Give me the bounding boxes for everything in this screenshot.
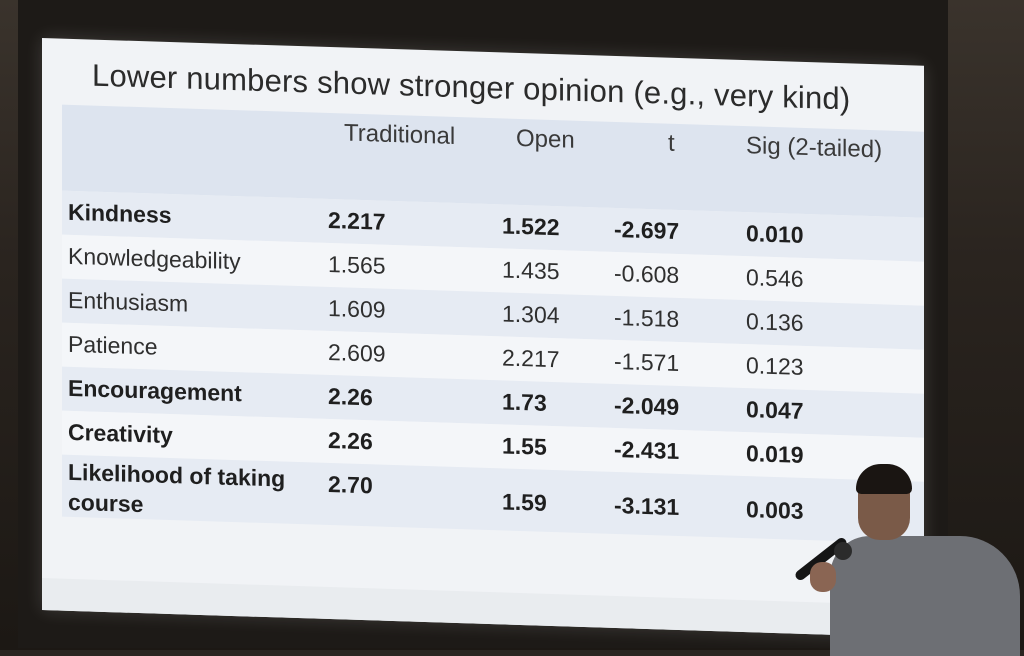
row-t: -2.431	[614, 435, 680, 465]
presenter	[790, 462, 1024, 656]
row-traditional: 2.217	[328, 206, 386, 235]
row-open: 1.55	[502, 432, 547, 460]
presenter-shirt	[830, 536, 1020, 656]
row-sig: 0.047	[746, 396, 804, 424]
row-traditional: 2.26	[328, 426, 373, 455]
header-open: Open	[516, 124, 575, 154]
row-sig: 0.123	[746, 352, 804, 380]
row-traditional: 2.70	[328, 470, 373, 499]
presenter-hair	[856, 464, 912, 494]
row-t: -2.049	[614, 391, 680, 421]
row-t: -3.131	[614, 491, 680, 521]
row-traditional: 1.565	[328, 250, 386, 279]
row-label: Creativity	[68, 418, 173, 449]
row-traditional: 2.26	[328, 382, 373, 411]
row-label: Likelihood of taking course	[68, 458, 286, 518]
row-label: Knowledgeability	[68, 242, 241, 275]
row-t: -2.697	[614, 215, 680, 245]
row-label: Patience	[68, 330, 158, 360]
row-open: 1.522	[502, 212, 560, 241]
row-t: -0.608	[614, 259, 680, 289]
row-label: Encouragement	[68, 374, 242, 407]
row-t: -1.571	[614, 347, 680, 377]
row-t: -1.518	[614, 303, 680, 333]
row-label: Kindness	[68, 198, 172, 229]
row-open: 1.304	[502, 300, 560, 329]
row-open: 1.73	[502, 388, 547, 416]
row-traditional: 2.609	[328, 338, 386, 367]
header-sig: Sig (2-tailed)	[746, 132, 883, 164]
row-sig: 0.546	[746, 264, 804, 292]
row-traditional: 1.609	[328, 294, 386, 323]
microphone-head	[834, 542, 852, 560]
row-sig: 0.136	[746, 308, 804, 336]
header-traditional: Traditional	[344, 119, 456, 150]
row-open: 1.59	[502, 488, 547, 516]
row-open: 2.217	[502, 344, 560, 373]
row-sig: 0.010	[746, 220, 804, 248]
row-open: 1.435	[502, 256, 560, 285]
row-label: Enthusiasm	[68, 286, 189, 317]
presenter-hand	[810, 562, 836, 592]
header-t: t	[668, 129, 675, 157]
